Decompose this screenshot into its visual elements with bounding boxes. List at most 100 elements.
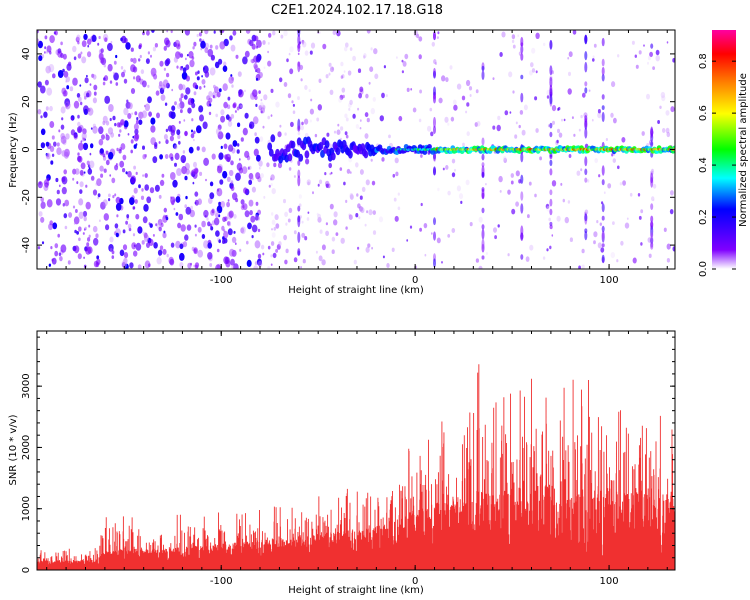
heatmap-cell bbox=[596, 220, 599, 224]
heatmap-cell bbox=[661, 95, 666, 102]
heatmap-cell bbox=[640, 209, 644, 214]
signal-band-point bbox=[324, 140, 330, 149]
heatmap-cell bbox=[512, 90, 515, 94]
heatmap-cell bbox=[104, 37, 108, 42]
heatmap-cell bbox=[584, 231, 588, 241]
heatmap-cell bbox=[271, 232, 276, 238]
heatmap-cell bbox=[266, 162, 270, 168]
heatmap-cell bbox=[96, 178, 102, 187]
heatmap-cell bbox=[364, 223, 367, 227]
heatmap-cell bbox=[223, 61, 227, 67]
heatmap-cell bbox=[96, 255, 100, 260]
heatmap-cell bbox=[83, 256, 85, 259]
heatmap-cell bbox=[371, 246, 373, 250]
heatmap-cell bbox=[260, 244, 265, 250]
heatmap-cell bbox=[54, 243, 59, 249]
heatmap-cell bbox=[73, 133, 78, 140]
heatmap-cell bbox=[187, 107, 192, 114]
heatmap-cell bbox=[129, 197, 135, 206]
heatmap-cell bbox=[87, 164, 91, 168]
heatmap-cell bbox=[312, 191, 314, 195]
heatmap-cell bbox=[95, 233, 99, 238]
heatmap-cell bbox=[430, 131, 434, 137]
heatmap-cell bbox=[297, 231, 301, 244]
heatmap-cell bbox=[497, 115, 501, 121]
heatmap-cell bbox=[597, 112, 602, 119]
heatmap-cell bbox=[503, 156, 507, 161]
heatmap-cell bbox=[194, 201, 197, 205]
heatmap-cell bbox=[134, 199, 138, 204]
heatmap-cell bbox=[153, 73, 158, 80]
heatmap-cell bbox=[549, 87, 553, 98]
heatmap-cell bbox=[549, 76, 553, 88]
heatmap-cell bbox=[430, 232, 433, 235]
heatmap-cell bbox=[561, 118, 563, 122]
heatmap-cell bbox=[231, 264, 235, 269]
heatmap-cell bbox=[270, 88, 274, 93]
heatmap-cell bbox=[475, 89, 479, 94]
heatmap-cell bbox=[215, 230, 220, 237]
heatmap-cell bbox=[246, 240, 249, 245]
heatmap-cell bbox=[447, 122, 450, 126]
heatmap-cell bbox=[156, 257, 162, 265]
heatmap-cell bbox=[175, 240, 181, 249]
heatmap-cell bbox=[409, 225, 413, 229]
y-tick-label: 20 bbox=[21, 95, 32, 108]
heatmap-cell bbox=[481, 171, 485, 179]
heatmap-cell bbox=[169, 135, 174, 142]
heatmap-cell bbox=[118, 133, 121, 137]
heatmap-cell bbox=[77, 155, 83, 163]
heatmap-cell bbox=[154, 43, 158, 48]
heatmap-cell bbox=[401, 70, 404, 74]
heatmap-cell bbox=[567, 200, 571, 204]
heatmap-cell bbox=[201, 146, 206, 153]
heatmap-cell bbox=[78, 211, 84, 219]
heatmap-cell bbox=[453, 104, 458, 111]
heatmap-cell bbox=[429, 107, 433, 112]
heatmap-cell bbox=[53, 141, 57, 147]
heatmap-cell bbox=[616, 259, 619, 263]
heatmap-cell bbox=[174, 144, 178, 150]
heatmap-cell bbox=[413, 30, 419, 37]
heatmap-cell bbox=[601, 179, 605, 186]
heatmap-cell bbox=[79, 181, 84, 188]
signal-band-point bbox=[348, 150, 353, 159]
signal-band-point bbox=[290, 140, 296, 149]
heatmap-cell bbox=[169, 258, 175, 266]
heatmap-cell bbox=[235, 172, 241, 181]
heatmap-cell bbox=[297, 43, 301, 49]
heatmap-cell bbox=[321, 259, 326, 266]
snr-x-label: Height of straight line (km) bbox=[288, 585, 424, 596]
heatmap-cell bbox=[142, 216, 148, 224]
heatmap-cell bbox=[127, 113, 132, 119]
heatmap-cell bbox=[177, 222, 182, 229]
heatmap-cell bbox=[194, 262, 200, 268]
heatmap-cell bbox=[158, 226, 162, 232]
heatmap-cell bbox=[249, 59, 252, 63]
heatmap-cell bbox=[520, 191, 524, 201]
heatmap-cell bbox=[344, 113, 348, 119]
heatmap-cell bbox=[185, 168, 190, 175]
heatmap-cell bbox=[650, 215, 654, 223]
heatmap-cell bbox=[61, 176, 68, 185]
heatmap-cell bbox=[40, 85, 46, 94]
heatmap-cell bbox=[297, 131, 301, 136]
heatmap-cell bbox=[170, 242, 175, 248]
heatmap-cell bbox=[652, 66, 655, 70]
heatmap-cell bbox=[257, 260, 263, 268]
heatmap-cell bbox=[240, 204, 245, 211]
heatmap-cell bbox=[466, 102, 470, 107]
heatmap-cell bbox=[84, 77, 89, 84]
heatmap-cell bbox=[357, 68, 362, 73]
heatmap-cell bbox=[345, 42, 349, 48]
heatmap-cell bbox=[316, 212, 319, 216]
heatmap-cell bbox=[114, 223, 119, 229]
heatmap-cell bbox=[220, 109, 225, 116]
heatmap-cell bbox=[143, 234, 150, 242]
heatmap-cell bbox=[542, 256, 546, 260]
heatmap-cell bbox=[520, 74, 524, 80]
heatmap-cell bbox=[105, 150, 109, 155]
heatmap-cell bbox=[166, 253, 169, 258]
heatmap-cell bbox=[63, 213, 68, 219]
